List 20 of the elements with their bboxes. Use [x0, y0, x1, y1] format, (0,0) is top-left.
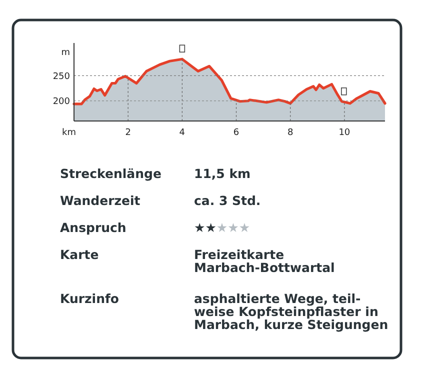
- x-tick-label: 4: [179, 128, 186, 138]
- x-tick-label: 2: [125, 128, 131, 138]
- y-tick-label: 200: [52, 97, 70, 108]
- text: Streckenlänge: [60, 166, 162, 181]
- y-axis-title: m: [61, 48, 70, 58]
- text: Freizeitkarte Marbach-Bottwartal: [194, 247, 335, 275]
- text: Kurzinfo: [60, 291, 120, 306]
- text: Wanderzeit: [60, 193, 140, 208]
- x-tick-label: 10: [338, 128, 350, 138]
- x-axis-title: km: [62, 128, 76, 138]
- text: Anspruch: [60, 220, 126, 235]
- text: ca. 3 Std.: [194, 193, 261, 208]
- x-tick-label: 6: [233, 128, 240, 138]
- y-tick-label: 250: [52, 72, 70, 82]
- x-tick-label: 8: [287, 128, 294, 138]
- text: 11,5 km: [194, 166, 251, 181]
- text: asphaltierte Wege, teil- weise Kopfsteinpflaster in Marbach, kurze Steigungen: [194, 291, 388, 332]
- text: ★★★: [216, 220, 250, 235]
- text: ★★: [194, 220, 216, 235]
- text: Karte: [60, 247, 99, 262]
